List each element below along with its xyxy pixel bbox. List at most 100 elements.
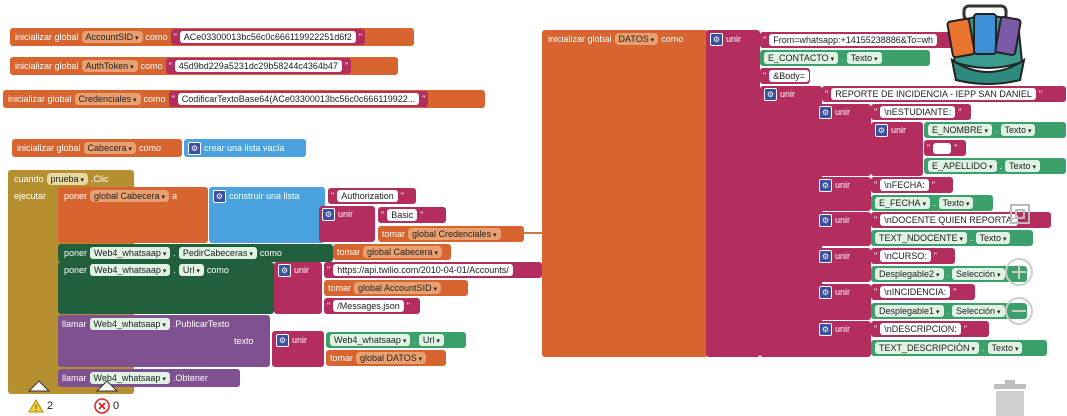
e-fecha-getter[interactable]: E_FECHA. Texto xyxy=(871,195,993,211)
var-cabecera[interactable]: Cabecera xyxy=(83,142,137,154)
component-desplegable2[interactable]: Desplegable2 xyxy=(875,268,944,280)
gear-icon[interactable]: ⚙ xyxy=(875,123,888,137)
backpack-icon[interactable] xyxy=(944,2,1032,86)
gear-icon[interactable]: ⚙ xyxy=(278,263,291,277)
desplegable2-getter[interactable]: Desplegable2. Selección xyxy=(871,266,1027,282)
component-web4[interactable]: Web4_whatsaap xyxy=(330,334,411,346)
property-seleccion[interactable]: Selección xyxy=(952,268,1005,280)
component-web4[interactable]: Web4_whatsaap xyxy=(89,318,170,330)
var-tomar-cabecera[interactable]: global Cabecera xyxy=(363,246,443,258)
authtoken-value[interactable]: 45d9bd229a5231dc29b58244c4364b47 xyxy=(174,60,342,72)
var-global-datos[interactable]: global DATOS xyxy=(356,352,427,364)
join-curso-block[interactable]: ⚙ unir xyxy=(815,248,871,282)
var-global-accountsid[interactable]: global AccountSID xyxy=(354,282,442,294)
text-ndocente-getter[interactable]: TEXT_NDOCENTE. Texto xyxy=(871,230,1033,246)
build-list-block[interactable] xyxy=(209,187,325,243)
gear-icon[interactable]: ⚙ xyxy=(819,213,832,227)
body-string[interactable]: " &Body= " xyxy=(760,68,815,84)
var-datos[interactable]: DATOS xyxy=(614,33,659,45)
warning-icon[interactable]: ! xyxy=(28,399,44,413)
gear-icon[interactable]: ⚙ xyxy=(276,333,289,347)
fecha-value[interactable]: \nFECHA: xyxy=(880,179,929,191)
component-e-contacto[interactable]: E_CONTACTO xyxy=(764,52,839,64)
init-authtoken-block[interactable]: inicializar global AuthToken como "45d9b… xyxy=(10,57,398,75)
error-icon[interactable] xyxy=(94,398,110,414)
curso-string[interactable]: " \nCURSO: " xyxy=(871,248,955,264)
accountsid-string[interactable]: " ACe03300013bc56c0c666119922251d6f2 " xyxy=(170,29,365,45)
component-prueba[interactable]: prueba xyxy=(46,173,89,185)
web4-url-getter[interactable]: Web4_whatsaap . Url xyxy=(326,332,466,348)
gear-icon[interactable]: ⚙ xyxy=(710,32,723,46)
gear-icon[interactable]: ⚙ xyxy=(819,178,832,192)
join-incidencia-block[interactable]: ⚙ unir xyxy=(815,284,871,320)
reporte-value[interactable]: REPORTE DE INCIDENCIA - IEPP SAN DANIEL xyxy=(831,88,1036,100)
empty-list-block[interactable]: ⚙ crear una lista vacía xyxy=(184,139,306,157)
get-accountsid-block[interactable]: tomar global AccountSID xyxy=(324,280,468,296)
property-pedircabeceras[interactable]: PedirCabeceras xyxy=(178,247,257,259)
var-authtoken[interactable]: AuthToken xyxy=(81,60,138,72)
property-texto[interactable]: Texto xyxy=(975,232,1011,244)
component-text-ndocente[interactable]: TEXT_NDOCENTE xyxy=(875,232,967,244)
collapse-arrow-icon[interactable] xyxy=(96,380,118,392)
property-texto[interactable]: Texto xyxy=(1000,124,1036,136)
component-web4[interactable]: Web4_whatsaap xyxy=(89,372,170,384)
gear-icon[interactable]: ⚙ xyxy=(188,141,201,155)
url-value[interactable]: https://api.twilio.com/2010-04-01/Accoun… xyxy=(333,264,513,276)
authtoken-string[interactable]: " 45d9bd229a5231dc29b58244c4364b47 " xyxy=(165,58,352,74)
join-estudiante-block[interactable]: ⚙ unir xyxy=(815,104,871,176)
gear-icon[interactable]: ⚙ xyxy=(213,189,226,203)
from-string[interactable]: " From=whatsapp:+14155238886&To=wh xyxy=(760,32,960,48)
space-value[interactable] xyxy=(933,142,952,154)
e-contacto-getter[interactable]: E_CONTACTO. Texto xyxy=(760,50,930,66)
from-value[interactable]: From=whatsapp:+14155238886&To=wh xyxy=(769,34,938,46)
init-accountsid-block[interactable]: inicializar global AccountSID como "ACe0… xyxy=(10,28,414,46)
estudiante-value[interactable]: \nESTUDIANTE: xyxy=(880,106,956,118)
get-datos-block[interactable]: tomar global DATOS xyxy=(326,350,446,366)
fecha-string[interactable]: " \nFECHA: " xyxy=(871,177,953,193)
property-texto[interactable]: Texto xyxy=(1005,160,1040,172)
join-docente-block[interactable]: ⚙ unir xyxy=(815,212,871,246)
var-credenciales[interactable]: Credenciales xyxy=(74,93,141,105)
get-credenciales-block[interactable]: tomar global Credenciales xyxy=(378,226,524,242)
accountsid-value[interactable]: ACe03300013bc56c0c666119922251d6f2 xyxy=(179,31,356,43)
var-global-credenciales[interactable]: global Credenciales xyxy=(408,228,501,240)
messages-value[interactable]: /Messages.json xyxy=(333,300,404,312)
component-text-descripcion[interactable]: TEXT_DESCRIPCIÓN xyxy=(875,342,979,354)
property-url[interactable]: Url xyxy=(418,334,444,346)
join-fecha-block[interactable]: ⚙ unir xyxy=(815,177,871,211)
property-texto[interactable]: Texto xyxy=(938,197,974,209)
descripcion-value[interactable]: \nDESCRIPCION: xyxy=(880,323,961,335)
var-accountsid[interactable]: AccountSID xyxy=(81,31,143,43)
init-credenciales-block[interactable]: inicializar global Credenciales como "Co… xyxy=(3,90,485,108)
collapse-arrow-icon[interactable] xyxy=(28,380,50,392)
messages-string[interactable]: "/Messages.json " xyxy=(324,298,420,314)
incidencia-value[interactable]: \nINCIDENCIA: xyxy=(880,286,951,298)
trash-icon[interactable] xyxy=(990,380,1030,416)
gear-icon[interactable]: ⚙ xyxy=(819,322,832,336)
center-icon[interactable] xyxy=(1008,202,1032,226)
property-seleccion[interactable]: Selección xyxy=(952,305,1005,317)
text-descripcion-getter[interactable]: TEXT_DESCRIPCIÓN. Texto xyxy=(871,340,1047,356)
join-datos-block[interactable]: ⚙ unir xyxy=(706,30,760,357)
e-nombre-getter[interactable]: E_NOMBRE. Texto xyxy=(924,122,1066,138)
component-e-nombre[interactable]: E_NOMBRE xyxy=(928,124,992,136)
gear-icon[interactable]: ⚙ xyxy=(819,285,832,299)
descripcion-string[interactable]: " \nDESCRIPCION: " xyxy=(871,321,989,337)
docente-value[interactable]: \nDOCENTE QUIEN REPORTA: xyxy=(880,214,1019,226)
component-e-apellido[interactable]: E_APELLIDO xyxy=(928,160,997,172)
gear-icon[interactable]: ⚙ xyxy=(764,87,777,101)
component-web4[interactable]: Web4_whatsaap xyxy=(90,247,171,259)
var-global-cabecera[interactable]: global Cabecera xyxy=(90,190,170,202)
init-cabecera-block[interactable]: inicializar global Cabecera como xyxy=(12,139,182,157)
component-desplegable1[interactable]: Desplegable1 xyxy=(875,305,944,317)
gear-icon[interactable]: ⚙ xyxy=(322,207,335,221)
incidencia-string[interactable]: " \nINCIDENCIA: " xyxy=(871,284,975,300)
authorization-value[interactable]: Authorization xyxy=(337,190,398,202)
space-string[interactable]: " " xyxy=(924,140,966,156)
gear-icon[interactable]: ⚙ xyxy=(819,105,832,119)
init-datos-block[interactable]: inicializar global DATOS como xyxy=(542,30,708,357)
desplegable1-getter[interactable]: Desplegable1. Selección xyxy=(871,303,1027,319)
credenciales-string[interactable]: " CodificarTextoBase64(ACe03300013bc56c0c… xyxy=(168,91,429,107)
zoom-out-icon[interactable] xyxy=(1004,296,1034,326)
property-texto[interactable]: Texto xyxy=(846,52,882,64)
